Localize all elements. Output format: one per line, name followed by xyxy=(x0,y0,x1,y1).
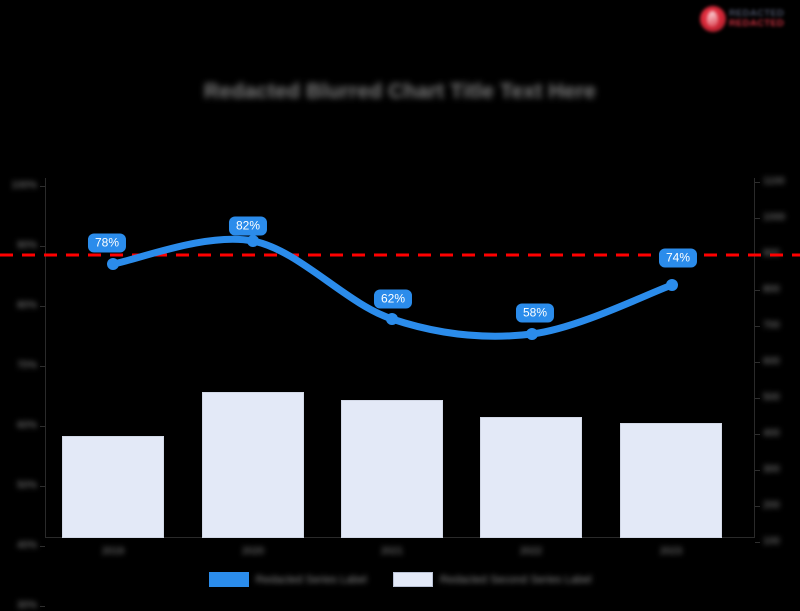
data-value-badge: 82% xyxy=(228,216,268,236)
y-axis-right-tick-label: 300 xyxy=(763,464,780,475)
line-data-point[interactable] xyxy=(666,279,678,291)
y-axis-right-tick xyxy=(755,182,760,183)
chart-legend: Redacted Series Label Redacted Second Ser… xyxy=(0,572,800,587)
y-axis-right-tick-label: 900 xyxy=(763,248,780,259)
y-axis-left-tick xyxy=(40,306,45,307)
brand-logo-text: REDACTED REDACTED xyxy=(729,9,784,29)
circular-logo-icon xyxy=(700,6,726,32)
page-title: Redacted Blurred Chart Title Text Here xyxy=(0,80,800,104)
y-axis-right-tick-label: 400 xyxy=(763,428,780,439)
y-axis-right-tick xyxy=(755,542,760,543)
y-axis-right-tick xyxy=(755,254,760,255)
y-axis-right-tick xyxy=(755,362,760,363)
line-data-point[interactable] xyxy=(526,328,538,340)
line-markers xyxy=(107,235,678,340)
legend-item-label: Redacted Second Series Label xyxy=(439,573,592,586)
y-axis-left-line xyxy=(45,178,46,538)
data-value-badge: 58% xyxy=(515,303,555,323)
y-axis-right-tick-label: 800 xyxy=(763,284,780,295)
line-data-point[interactable] xyxy=(107,258,119,270)
legend-item[interactable]: Redacted Second Series Label xyxy=(392,572,592,587)
data-value-badge: 74% xyxy=(658,248,698,268)
line-data-point[interactable] xyxy=(247,235,259,247)
x-axis-tick-label: 2019 xyxy=(101,546,125,557)
brand-logo-line1: REDACTED xyxy=(729,8,785,20)
data-value-badge: 78% xyxy=(87,233,127,253)
y-axis-left-tick-label: 30% xyxy=(16,600,37,611)
y-axis-left-tick-label: 60% xyxy=(16,420,37,431)
y-axis-left-tick-label: 70% xyxy=(16,360,37,371)
y-axis-right-tick-label: 100 xyxy=(763,536,780,547)
y-axis-left-tick xyxy=(40,186,45,187)
legend-swatch-icon xyxy=(392,572,433,587)
y-axis-right-line xyxy=(754,178,755,538)
x-axis-tick-label: 2023 xyxy=(659,546,683,557)
y-axis-left-tick-label: 100% xyxy=(11,180,37,191)
y-axis-right-tick-label: 700 xyxy=(763,320,780,331)
y-axis-left-tick xyxy=(40,246,45,247)
bar-column[interactable] xyxy=(62,436,164,538)
x-axis-tick-label: 2020 xyxy=(241,546,265,557)
y-axis-right-tick-label: 200 xyxy=(763,500,780,511)
brand-watermark: REDACTED REDACTED xyxy=(700,2,796,36)
y-axis-left-tick xyxy=(40,426,45,427)
bar-column[interactable] xyxy=(341,400,443,538)
bar-column[interactable] xyxy=(480,417,582,538)
data-value-badge: 62% xyxy=(373,289,413,309)
y-axis-left-tick-label: 40% xyxy=(16,540,37,551)
y-axis-right-tick xyxy=(755,326,760,327)
y-axis-left-tick xyxy=(40,366,45,367)
y-axis-left-tick-label: 90% xyxy=(16,240,37,251)
y-axis-left-tick xyxy=(40,546,45,547)
y-axis-left-tick xyxy=(40,486,45,487)
chart-title-text: Redacted Blurred Chart Title Text Here xyxy=(204,80,596,103)
y-axis-left-tick xyxy=(40,606,45,607)
legend-item[interactable]: Redacted Series Label xyxy=(208,572,367,587)
y-axis-right-tick-label: 500 xyxy=(763,392,780,403)
y-axis-right-tick-label: 1100 xyxy=(763,176,785,187)
y-axis-right-tick xyxy=(755,506,760,507)
y-axis-right-tick xyxy=(755,434,760,435)
y-axis-right-tick xyxy=(755,290,760,291)
trend-line xyxy=(109,235,676,340)
x-axis-tick-label: 2021 xyxy=(380,546,404,557)
plot-area: 100% 90% 80% 70% 60% 50% 40% 30% 1100 1000 900 800… xyxy=(0,177,800,611)
y-axis-right-tick-label: 600 xyxy=(763,356,780,367)
legend-item-label: Redacted Series Label xyxy=(255,573,367,586)
y-axis-right-tick xyxy=(755,218,760,219)
y-axis-right-tick xyxy=(755,398,760,399)
y-axis-right-tick-label: 1000 xyxy=(763,212,786,223)
y-axis-left-tick-label: 80% xyxy=(16,300,37,311)
bar-column[interactable] xyxy=(202,392,304,538)
x-axis-tick-label: 2022 xyxy=(519,546,543,557)
brand-logo-line2: REDACTED xyxy=(729,18,785,29)
bar-column[interactable] xyxy=(620,423,722,538)
y-axis-right-tick xyxy=(755,470,760,471)
legend-swatch-icon xyxy=(208,572,249,587)
y-axis-left-tick-label: 50% xyxy=(16,480,37,491)
line-data-point[interactable] xyxy=(386,313,398,325)
